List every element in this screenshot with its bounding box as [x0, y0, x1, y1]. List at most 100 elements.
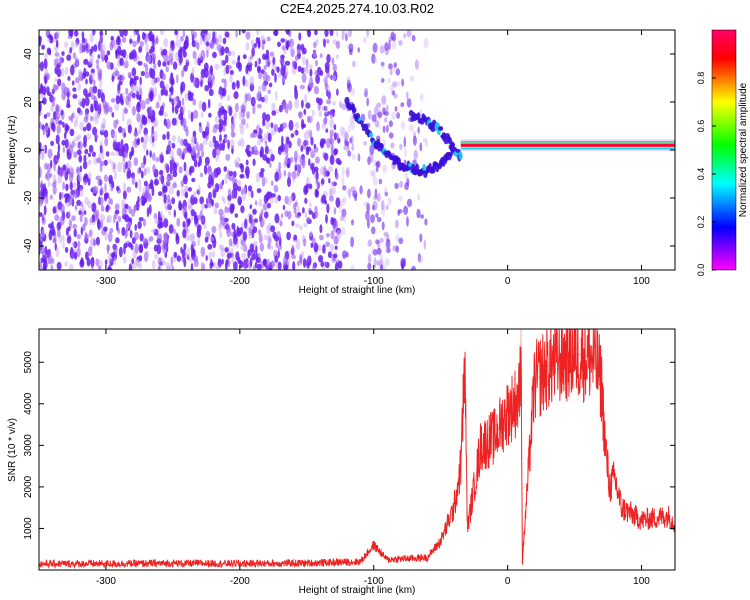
- noise-blob: [101, 56, 105, 63]
- noise-blob: [99, 41, 103, 52]
- noise-blob: [255, 172, 261, 183]
- noise-blob: [260, 137, 264, 143]
- noise-blob: [253, 43, 257, 48]
- noise-blob: [282, 122, 288, 129]
- noise-blob: [424, 218, 428, 226]
- noise-blob: [303, 222, 308, 228]
- noise-blob: [232, 174, 236, 186]
- noise-blob: [171, 135, 177, 142]
- noise-blob: [399, 143, 403, 150]
- noise-blob: [52, 174, 57, 182]
- noise-blob: [132, 40, 137, 48]
- noise-blob: [43, 258, 46, 263]
- noise-blob: [155, 156, 160, 163]
- noise-blob: [150, 129, 155, 139]
- noise-blob: [243, 260, 248, 270]
- noise-blob: [233, 261, 238, 270]
- noise-blob: [148, 106, 153, 116]
- spectrogram-x-label: Height of straight line (km): [299, 285, 416, 296]
- snr-x-label: Height of straight line (km): [299, 585, 416, 596]
- noise-blob: [238, 62, 242, 72]
- noise-blob: [267, 234, 271, 244]
- noise-blob: [66, 235, 72, 244]
- noise-blob: [45, 30, 49, 38]
- noise-blob: [250, 55, 253, 60]
- noise-blob: [241, 30, 246, 34]
- snr-x-tick-label: -200: [230, 576, 250, 587]
- noise-blob: [247, 185, 253, 192]
- noise-blob: [39, 121, 42, 130]
- noise-blob: [323, 261, 327, 268]
- noise-blob: [79, 259, 85, 268]
- noise-blob: [178, 166, 183, 174]
- noise-blob: [242, 186, 247, 192]
- noise-blob: [283, 49, 287, 55]
- noise-blob: [207, 243, 213, 250]
- noise-blob: [189, 166, 192, 176]
- noise-blob: [324, 30, 329, 38]
- noise-blob: [67, 91, 70, 99]
- noise-blob: [302, 258, 307, 268]
- noise-blob: [193, 259, 199, 268]
- noise-blob: [239, 174, 244, 179]
- noise-blob: [91, 202, 97, 213]
- noise-blob: [256, 188, 262, 194]
- noise-blob: [247, 249, 251, 259]
- noise-blob: [268, 148, 273, 155]
- noise-blob: [210, 258, 213, 269]
- noise-blob: [74, 136, 80, 142]
- noise-blob: [380, 77, 385, 83]
- noise-blob: [64, 246, 69, 253]
- noise-blob: [56, 206, 59, 214]
- noise-blob: [146, 149, 149, 156]
- noise-blob: [159, 175, 162, 181]
- noise-blob: [342, 185, 347, 191]
- noise-blob: [162, 61, 167, 67]
- noise-blob: [39, 261, 43, 270]
- noise-blob: [167, 199, 172, 207]
- noise-blob: [143, 155, 147, 166]
- noise-blob: [224, 46, 230, 54]
- noise-blob: [52, 96, 56, 103]
- noise-blob: [166, 175, 171, 186]
- noise-blob: [50, 104, 55, 112]
- noise-blob: [257, 139, 261, 146]
- noise-blob: [64, 138, 69, 149]
- noise-blob: [301, 99, 304, 109]
- noise-blob: [332, 186, 336, 195]
- noise-blob: [350, 186, 356, 193]
- noise-blob: [270, 260, 275, 269]
- noise-blob: [381, 95, 387, 105]
- noise-blob: [262, 37, 266, 42]
- noise-blob: [178, 200, 182, 211]
- snr-panel: -300 -200 -100 0 100 1000 2000 3000 4000 5000 Hei…: [7, 328, 676, 596]
- descending-track: [344, 96, 456, 178]
- noise-blob: [118, 246, 123, 258]
- noise-blob: [58, 120, 63, 125]
- noise-blob: [265, 120, 270, 130]
- noise-blob: [270, 245, 274, 251]
- noise-blob: [131, 175, 136, 186]
- noise-blob: [89, 33, 94, 43]
- noise-blob: [273, 30, 279, 37]
- noise-blob: [203, 164, 208, 175]
- noise-blob: [375, 161, 379, 167]
- noise-blob: [350, 264, 355, 270]
- noise-blob: [344, 133, 349, 141]
- noise-blob: [140, 70, 146, 77]
- noise-blob: [42, 130, 46, 136]
- noise-blob: [335, 40, 341, 49]
- noise-blob: [56, 104, 62, 115]
- noise-blob: [395, 245, 399, 253]
- noise-blob: [154, 217, 159, 225]
- noise-blob: [332, 63, 337, 72]
- noise-blob: [394, 182, 399, 190]
- noise-blob: [240, 164, 245, 173]
- noise-blob: [250, 190, 254, 199]
- noise-blob: [47, 127, 51, 137]
- noise-blob: [336, 132, 340, 139]
- noise-blob: [113, 214, 116, 224]
- noise-blob: [173, 209, 176, 218]
- noise-blob: [332, 100, 336, 107]
- noise-blob: [275, 241, 278, 248]
